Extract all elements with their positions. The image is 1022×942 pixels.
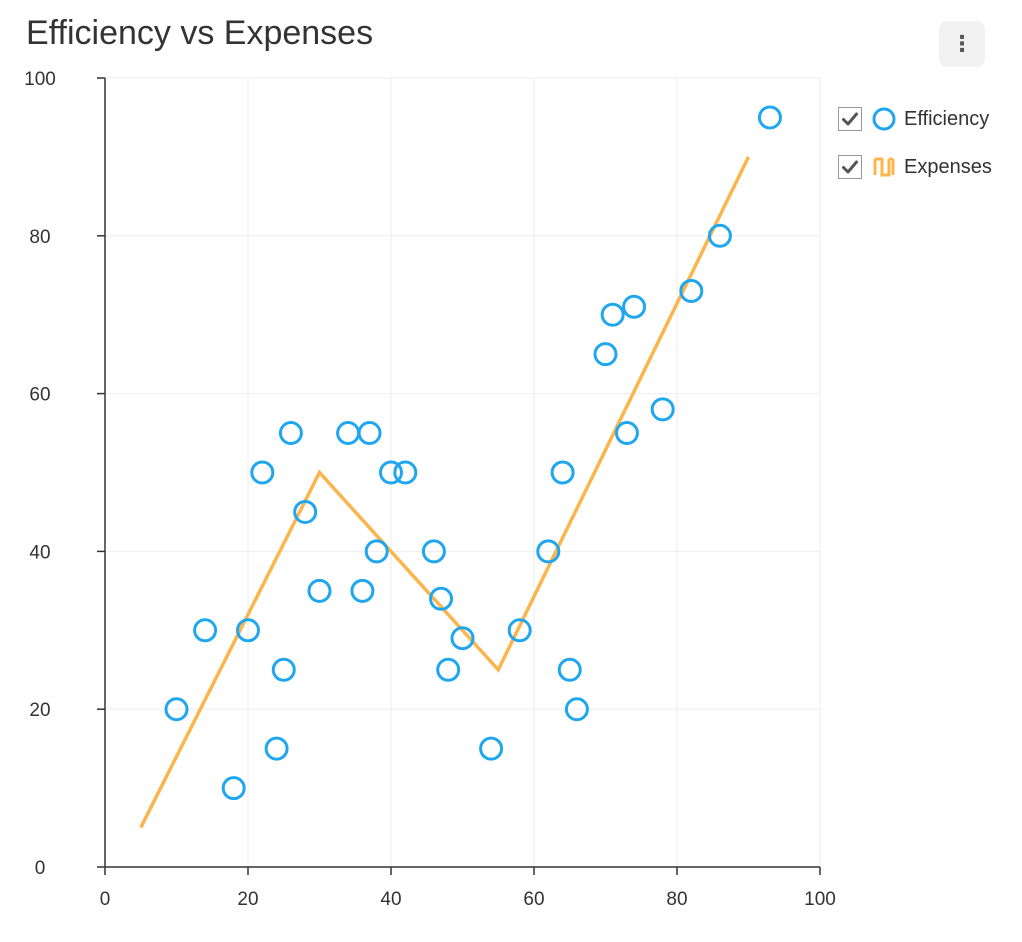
expenses-line <box>139 156 751 829</box>
efficiency-point <box>307 578 332 603</box>
efficiency-point <box>278 421 303 446</box>
efficiency-point <box>421 539 446 564</box>
efficiency-point <box>650 397 675 422</box>
y-tick-label: 40 <box>29 542 50 563</box>
y-tick-label: 80 <box>29 227 50 248</box>
grid-lines <box>105 77 821 867</box>
checkmark-icon <box>842 112 858 126</box>
efficiency-point <box>614 421 639 446</box>
efficiency-point <box>707 223 732 248</box>
efficiency-point <box>336 421 361 446</box>
efficiency-point <box>550 460 575 485</box>
efficiency-point <box>164 697 189 722</box>
efficiency-point <box>479 736 504 761</box>
legend-item-efficiency[interactable]: Efficiency <box>838 102 992 136</box>
efficiency-point <box>436 657 461 682</box>
efficiency-point <box>350 578 375 603</box>
efficiency-point <box>357 421 382 446</box>
efficiency-point <box>600 302 625 327</box>
efficiency-point <box>379 460 403 485</box>
efficiency-point <box>221 776 246 801</box>
axes <box>97 77 821 875</box>
efficiency-point <box>507 618 532 643</box>
tick-labels: 0 20 40 60 80 100 0 20 40 60 80 100 <box>24 69 836 910</box>
efficiency-point <box>557 657 582 682</box>
efficiency-series <box>164 105 782 801</box>
efficiency-point <box>679 279 704 304</box>
efficiency-point <box>564 697 589 722</box>
efficiency-point <box>593 342 618 367</box>
efficiency-point <box>622 294 647 319</box>
circle-marker-icon <box>870 105 898 133</box>
efficiency-point <box>264 736 289 761</box>
legend-label-expenses: Expenses <box>904 155 992 178</box>
line-series-icon <box>870 153 898 181</box>
x-tick-label: 100 <box>804 889 836 910</box>
efficiency-point <box>757 105 782 130</box>
efficiency-point <box>536 539 561 564</box>
efficiency-point <box>429 586 454 611</box>
y-tick-label: 0 <box>35 858 46 879</box>
x-tick-label: 20 <box>237 889 258 910</box>
legend: Efficiency Expenses <box>838 102 992 198</box>
legend-label-efficiency: Efficiency <box>904 107 990 130</box>
x-tick-label: 80 <box>666 889 687 910</box>
chart-title: Efficiency vs Expenses <box>26 14 374 52</box>
checkmark-icon <box>842 160 858 174</box>
legend-checkbox-expenses[interactable] <box>838 155 862 179</box>
efficiency-point <box>364 539 389 564</box>
y-tick-label: 60 <box>29 385 50 406</box>
x-tick-label: 0 <box>100 889 111 910</box>
efficiency-point <box>271 657 296 682</box>
legend-checkbox-efficiency[interactable] <box>838 107 862 131</box>
y-tick-label: 100 <box>24 69 56 90</box>
efficiency-point <box>236 618 260 643</box>
x-tick-label: 60 <box>523 889 544 910</box>
efficiency-point <box>450 626 475 651</box>
efficiency-point <box>293 499 318 524</box>
expenses-series <box>139 156 751 829</box>
efficiency-point <box>250 460 275 485</box>
y-tick-label: 20 <box>29 700 50 721</box>
vertical-ellipsis-icon: ⋮ <box>951 31 973 56</box>
efficiency-point <box>193 618 218 643</box>
x-tick-label: 40 <box>380 889 401 910</box>
efficiency-point <box>393 460 418 485</box>
chart-menu-button[interactable]: ⋮ <box>939 21 985 67</box>
legend-item-expenses[interactable]: Expenses <box>838 150 992 184</box>
